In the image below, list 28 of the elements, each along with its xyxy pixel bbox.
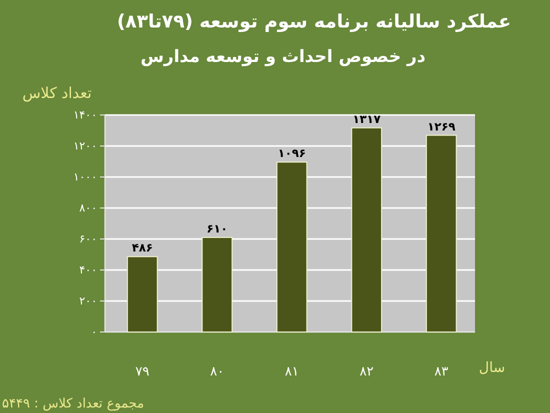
y-axis-title: تعداد کلاس: [22, 84, 92, 102]
x-tick-label: ۷۹: [135, 364, 150, 380]
x-axis-title: سال: [478, 360, 506, 376]
x-tick-label: ۸۳: [434, 364, 448, 380]
data-label: ۱۲۶۹: [427, 119, 456, 134]
bar: [351, 127, 382, 332]
y-tick-label: ۶۰۰: [79, 232, 97, 246]
bar: [126, 256, 158, 332]
data-label: ۱۳۱۷: [352, 112, 381, 126]
y-tick-label: ۸۰۰: [79, 202, 97, 214]
data-label: ۴۸۶: [132, 240, 153, 255]
y-tick-label: ۴۰۰: [79, 264, 97, 276]
chart-subtitle: در خصوص احداث و توسعه مدارس: [140, 47, 426, 67]
x-tick-label: ۸۰: [210, 364, 224, 380]
x-tick-label: ۸۱: [284, 364, 299, 380]
y-tick-label: ۰: [91, 326, 97, 338]
y-tick-label: ۲۰۰: [79, 294, 97, 308]
y-tick-label: ۱۴۰۰: [73, 108, 97, 122]
bar: [426, 134, 457, 332]
data-label: ۱۰۹۶: [278, 146, 306, 160]
y-tick-label: ۱۲۰۰: [73, 140, 97, 152]
bar: [202, 236, 233, 332]
text: مجموع تعداد کلاس : ۵۴۴۹: [2, 396, 144, 412]
bar: [276, 162, 308, 332]
data-label: ۶۱۰: [206, 221, 228, 236]
x-tick-label: ۸۲: [360, 364, 374, 380]
y-tick-label: ۱۰۰۰: [73, 170, 97, 184]
chart-title: عملکرد سالیانه برنامه سوم توسعه (۷۹تا۸۳): [116, 12, 512, 32]
